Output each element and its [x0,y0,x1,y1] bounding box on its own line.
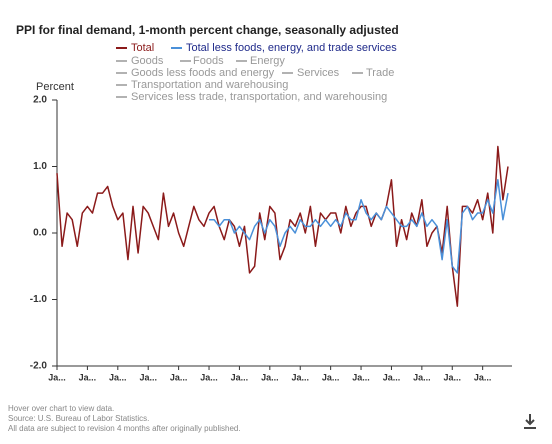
note: All data are subject to revision 4 month… [8,424,241,433]
legend-label: Trade [366,67,394,79]
x-tick-label: Ja... [170,372,188,382]
x-tick-label: Ja... [261,372,279,382]
x-tick-label: Ja... [444,372,462,382]
legend-label: Energy [250,55,285,67]
x-tick-label: Ja... [139,372,157,382]
x-tick-label: Ja... [200,372,218,382]
x-tick-label: Ja... [109,372,127,382]
series-line [56,145,509,307]
x-tick-label: Ja... [231,372,249,382]
download-arrow-head[interactable] [525,419,535,426]
y-tick-label: -2.0 [30,361,48,372]
y-tick-label: 2.0 [33,95,47,106]
hint: Hover over chart to view data. [8,404,114,413]
x-tick-label: Ja... [352,372,370,382]
source: Source: U.S. Bureau of Labor Statistics. [8,414,149,423]
download-icon[interactable] [524,414,536,429]
y-tick-label: 1.0 [33,161,47,172]
x-tick-label: Ja... [291,372,309,382]
x-tick-label: Ja... [48,372,66,382]
x-tick-label: Ja... [413,372,431,382]
x-tick-label: Ja... [322,372,340,382]
legend-label: Goods less foods and energy [131,67,275,79]
y-tick-label: 0.0 [33,228,47,239]
y-tick-label: -1.0 [30,294,48,305]
x-tick-label: Ja... [474,372,492,382]
legend-label: Services [297,67,340,79]
legend-label: Transportation and warehousing [131,79,288,91]
x-tick-label: Ja... [79,372,97,382]
legend-label: Foods [193,55,224,67]
legend-label: Total [131,42,154,54]
legend-label: Total less foods, energy, and trade serv… [186,42,397,54]
y-axis-label: Percent [36,81,74,93]
legend-label: Services less trade, transportation, and… [131,91,387,103]
legend-label: Goods [131,55,164,67]
series-line [209,179,509,274]
x-tick-label: Ja... [383,372,401,382]
chart-title: PPI for final demand, 1-month percent ch… [16,23,399,37]
